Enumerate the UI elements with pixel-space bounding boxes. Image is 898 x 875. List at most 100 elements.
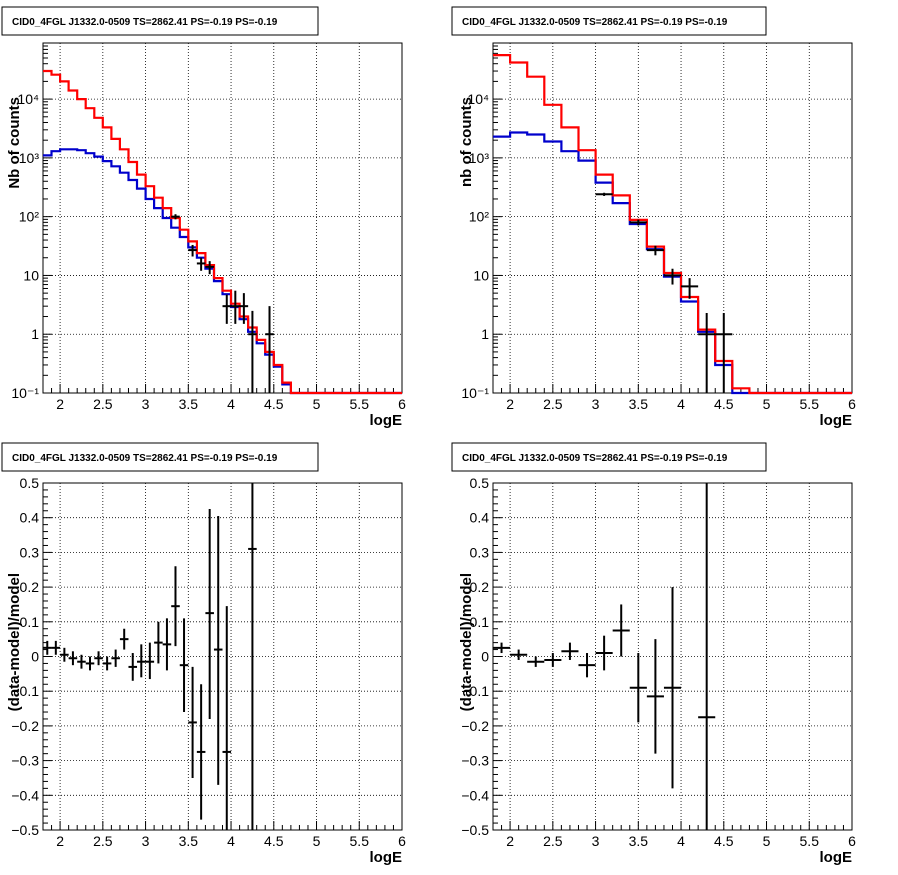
- data-point: [578, 653, 596, 678]
- data-point: [715, 312, 733, 393]
- data-point: [94, 651, 103, 666]
- data-point: [51, 640, 61, 655]
- x-axis-label: logE: [370, 849, 403, 866]
- data-point: [493, 642, 511, 654]
- data-point: [171, 214, 180, 220]
- plot-title: CID0_4FGL J1332.0-0509 TS=2862.41 PS=-0.…: [12, 453, 278, 464]
- y-tick-label: 10²: [469, 209, 490, 225]
- plot-panel-3: CID0_4FGL J1332.0-0509 TS=2862.41 PS=-0.…: [1, 442, 406, 866]
- y-tick-label: −0.4: [461, 787, 489, 803]
- data-point: [119, 628, 129, 650]
- y-tick-label: 10⁴: [17, 91, 39, 107]
- y-tick-label: 10⁴: [467, 91, 489, 107]
- plot-title: CID0_4FGL J1332.0-0509 TS=2862.41 PS=-0.…: [12, 17, 278, 28]
- x-tick-label: 4: [677, 833, 685, 849]
- title-box: [1, 442, 319, 472]
- data-point: [162, 618, 172, 671]
- data-point: [137, 644, 146, 678]
- series-total-model: [43, 69, 402, 395]
- y-tick-label: 0: [31, 649, 39, 665]
- plot-panel-2: CID0_4FGL J1332.0-0509 TS=2862.41 PS=-0.…: [451, 6, 856, 429]
- data-point: [213, 515, 223, 785]
- data-point: [698, 312, 716, 393]
- x-axis-label: logE: [820, 412, 853, 429]
- x-tick-label: 6: [398, 396, 406, 412]
- data-point: [145, 642, 155, 680]
- x-tick-label: 2.5: [93, 396, 113, 412]
- data-point: [663, 587, 682, 789]
- plot-frame: [42, 42, 403, 394]
- data-point: [646, 245, 664, 256]
- x-axis-label: logE: [820, 849, 853, 866]
- data-point: [179, 618, 189, 713]
- y-tick-label: 0.1: [470, 614, 490, 630]
- x-tick-label: 3.5: [629, 833, 649, 849]
- data-point: [681, 278, 699, 299]
- data-point: [629, 219, 647, 226]
- series-source-model: [43, 148, 402, 395]
- data-point: [239, 293, 249, 324]
- data-point: [265, 306, 274, 393]
- x-tick-label: 3.5: [629, 396, 649, 412]
- data-point: [527, 656, 545, 667]
- x-tick-label: 2: [506, 833, 514, 849]
- x-tick-label: 3.5: [179, 833, 199, 849]
- y-tick-label: −0.2: [11, 718, 39, 734]
- y-tick-label: 10²: [19, 209, 40, 225]
- y-tick-label: −0.4: [11, 787, 39, 803]
- data-point: [595, 192, 613, 196]
- y-tick-label: 10: [23, 267, 39, 283]
- data-point: [43, 640, 52, 655]
- plot-title: CID0_4FGL J1332.0-0509 TS=2862.41 PS=-0.…: [462, 17, 728, 28]
- x-tick-label: 3: [142, 833, 150, 849]
- data-point: [646, 639, 664, 754]
- y-axis-label: Nb of counts: [6, 97, 23, 189]
- x-tick-label: 3.5: [179, 396, 199, 412]
- series-source-model: [493, 131, 852, 395]
- y-tick-label: 10³: [19, 150, 40, 166]
- x-tick-label: 5.5: [350, 396, 370, 412]
- data-point: [595, 635, 613, 671]
- x-tick-label: 5.5: [800, 833, 820, 849]
- data-point: [128, 653, 138, 681]
- y-tick-label: 0.3: [470, 544, 490, 560]
- x-tick-label: 5: [313, 396, 321, 412]
- data-point: [231, 290, 240, 324]
- data-point: [196, 684, 206, 820]
- y-tick-label: −0.5: [11, 822, 39, 838]
- data-point: [205, 261, 214, 275]
- y-tick-label: −0.3: [461, 753, 489, 769]
- data-point: [561, 642, 579, 660]
- x-tick-label: 4.5: [264, 396, 284, 412]
- series-total-model: [493, 54, 852, 395]
- data-point: [222, 606, 232, 830]
- x-tick-label: 2.5: [93, 833, 113, 849]
- y-tick-label: 10⁻¹: [11, 385, 39, 401]
- title-box: [1, 6, 319, 36]
- data-point: [171, 566, 180, 647]
- data-point: [222, 294, 232, 324]
- data-point: [205, 509, 214, 719]
- x-tick-label: 6: [848, 396, 856, 412]
- data-point: [60, 647, 69, 662]
- x-tick-label: 2.5: [543, 396, 563, 412]
- plot-frame: [42, 482, 403, 831]
- plot-frame: [492, 42, 853, 394]
- x-tick-label: 4.5: [264, 833, 284, 849]
- x-tick-label: 2: [506, 396, 514, 412]
- y-tick-label: 0.4: [470, 510, 490, 526]
- y-tick-label: −0.1: [461, 683, 489, 699]
- plot-panel-1: CID0_4FGL J1332.0-0509 TS=2862.41 PS=-0.…: [1, 6, 406, 429]
- x-tick-label: 3: [592, 833, 600, 849]
- x-axis-label: logE: [370, 412, 403, 429]
- y-tick-label: 0.2: [470, 579, 490, 595]
- plot-title: CID0_4FGL J1332.0-0509 TS=2862.41 PS=-0.…: [462, 453, 728, 464]
- data-point: [188, 666, 197, 778]
- x-tick-label: 3: [592, 396, 600, 412]
- y-tick-label: −0.3: [11, 753, 39, 769]
- x-tick-label: 5.5: [800, 396, 820, 412]
- y-tick-label: 1: [481, 326, 489, 342]
- x-tick-label: 6: [398, 833, 406, 849]
- x-tick-label: 4.5: [714, 396, 734, 412]
- x-tick-label: 4.5: [714, 833, 734, 849]
